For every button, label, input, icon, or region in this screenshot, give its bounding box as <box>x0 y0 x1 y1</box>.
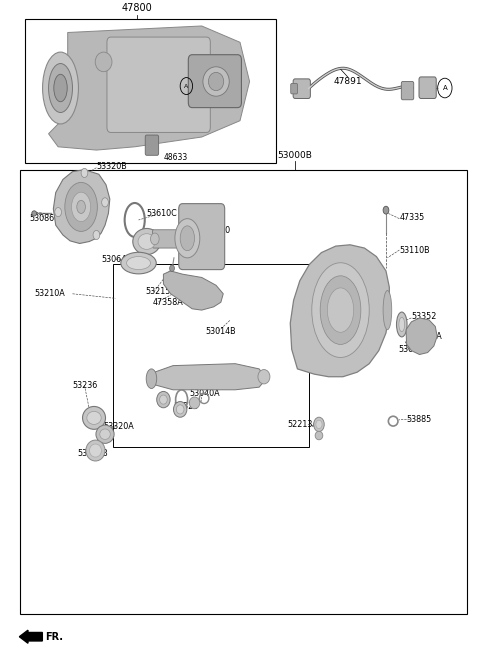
Text: 47358A: 47358A <box>411 332 442 341</box>
Text: 47891: 47891 <box>334 77 362 86</box>
Ellipse shape <box>89 444 101 457</box>
Ellipse shape <box>65 183 97 231</box>
Text: 53320: 53320 <box>173 402 198 411</box>
Ellipse shape <box>133 229 160 255</box>
Ellipse shape <box>314 417 324 432</box>
Ellipse shape <box>127 256 151 269</box>
Ellipse shape <box>180 226 194 251</box>
Ellipse shape <box>208 72 224 91</box>
Text: 53210A: 53210A <box>34 288 65 298</box>
Text: 52213A: 52213A <box>287 420 318 429</box>
Ellipse shape <box>173 401 187 417</box>
FancyBboxPatch shape <box>291 83 298 94</box>
Ellipse shape <box>151 233 159 245</box>
Text: 53040A: 53040A <box>190 389 220 398</box>
Ellipse shape <box>189 397 200 409</box>
Ellipse shape <box>316 420 322 428</box>
Ellipse shape <box>175 219 200 258</box>
FancyBboxPatch shape <box>293 79 311 99</box>
Bar <box>27 23 274 160</box>
Ellipse shape <box>96 425 114 443</box>
Ellipse shape <box>399 317 405 332</box>
FancyArrow shape <box>19 630 42 643</box>
Ellipse shape <box>157 392 170 408</box>
Text: 53064: 53064 <box>101 256 126 264</box>
Ellipse shape <box>320 276 361 344</box>
Text: 53215: 53215 <box>145 287 170 296</box>
Text: 53014B: 53014B <box>205 327 236 336</box>
FancyBboxPatch shape <box>107 37 210 133</box>
Text: 47390B: 47390B <box>209 89 239 98</box>
Text: A: A <box>443 85 447 91</box>
Circle shape <box>383 206 389 214</box>
Ellipse shape <box>48 64 72 112</box>
FancyBboxPatch shape <box>401 81 414 100</box>
Text: 53325: 53325 <box>173 370 198 378</box>
Ellipse shape <box>138 234 156 250</box>
Bar <box>113 264 310 447</box>
Polygon shape <box>406 318 437 355</box>
Text: 53320B: 53320B <box>96 162 127 171</box>
Text: A: A <box>184 83 189 89</box>
Ellipse shape <box>121 252 156 274</box>
Ellipse shape <box>108 39 137 65</box>
Text: 53610C: 53610C <box>147 209 178 218</box>
Ellipse shape <box>176 405 184 414</box>
Polygon shape <box>149 364 266 390</box>
FancyBboxPatch shape <box>188 55 241 108</box>
Text: 53086: 53086 <box>29 214 55 223</box>
Ellipse shape <box>315 431 323 440</box>
Polygon shape <box>53 170 110 244</box>
Text: 53410: 53410 <box>205 226 231 235</box>
Ellipse shape <box>54 74 67 102</box>
Text: 48633: 48633 <box>163 154 188 162</box>
Ellipse shape <box>77 200 85 214</box>
Ellipse shape <box>83 407 106 429</box>
Circle shape <box>102 198 108 207</box>
Ellipse shape <box>87 411 101 424</box>
Ellipse shape <box>396 312 407 337</box>
Ellipse shape <box>146 369 157 388</box>
Ellipse shape <box>312 263 369 357</box>
Bar <box>20 170 468 614</box>
Bar <box>24 20 276 163</box>
FancyBboxPatch shape <box>153 230 186 248</box>
Circle shape <box>169 265 174 271</box>
Ellipse shape <box>95 52 112 72</box>
Ellipse shape <box>86 440 105 461</box>
Text: 47800: 47800 <box>122 3 153 13</box>
Ellipse shape <box>203 67 229 96</box>
Text: 53236: 53236 <box>72 380 98 390</box>
Text: 53014A: 53014A <box>398 345 429 354</box>
Text: 53320A: 53320A <box>104 422 134 431</box>
FancyBboxPatch shape <box>419 77 436 99</box>
Text: 53371B: 53371B <box>77 449 108 459</box>
FancyBboxPatch shape <box>179 204 225 269</box>
Ellipse shape <box>32 211 36 216</box>
Ellipse shape <box>159 395 167 404</box>
Text: 53110B: 53110B <box>399 246 430 254</box>
Polygon shape <box>48 26 250 150</box>
Text: 53885: 53885 <box>407 415 432 424</box>
Ellipse shape <box>72 193 91 221</box>
Circle shape <box>81 168 88 177</box>
Ellipse shape <box>258 369 270 384</box>
Ellipse shape <box>327 288 354 332</box>
Text: FR.: FR. <box>45 632 63 642</box>
Text: 47335: 47335 <box>399 213 425 222</box>
Ellipse shape <box>383 290 392 330</box>
Ellipse shape <box>100 429 110 440</box>
Circle shape <box>55 208 61 217</box>
Text: 47358A: 47358A <box>153 298 184 307</box>
Circle shape <box>93 231 100 240</box>
Ellipse shape <box>43 52 78 124</box>
Polygon shape <box>163 271 223 310</box>
Polygon shape <box>290 245 389 376</box>
Text: 53000B: 53000B <box>277 151 312 160</box>
Text: 53352: 53352 <box>411 312 437 321</box>
FancyBboxPatch shape <box>145 135 158 155</box>
